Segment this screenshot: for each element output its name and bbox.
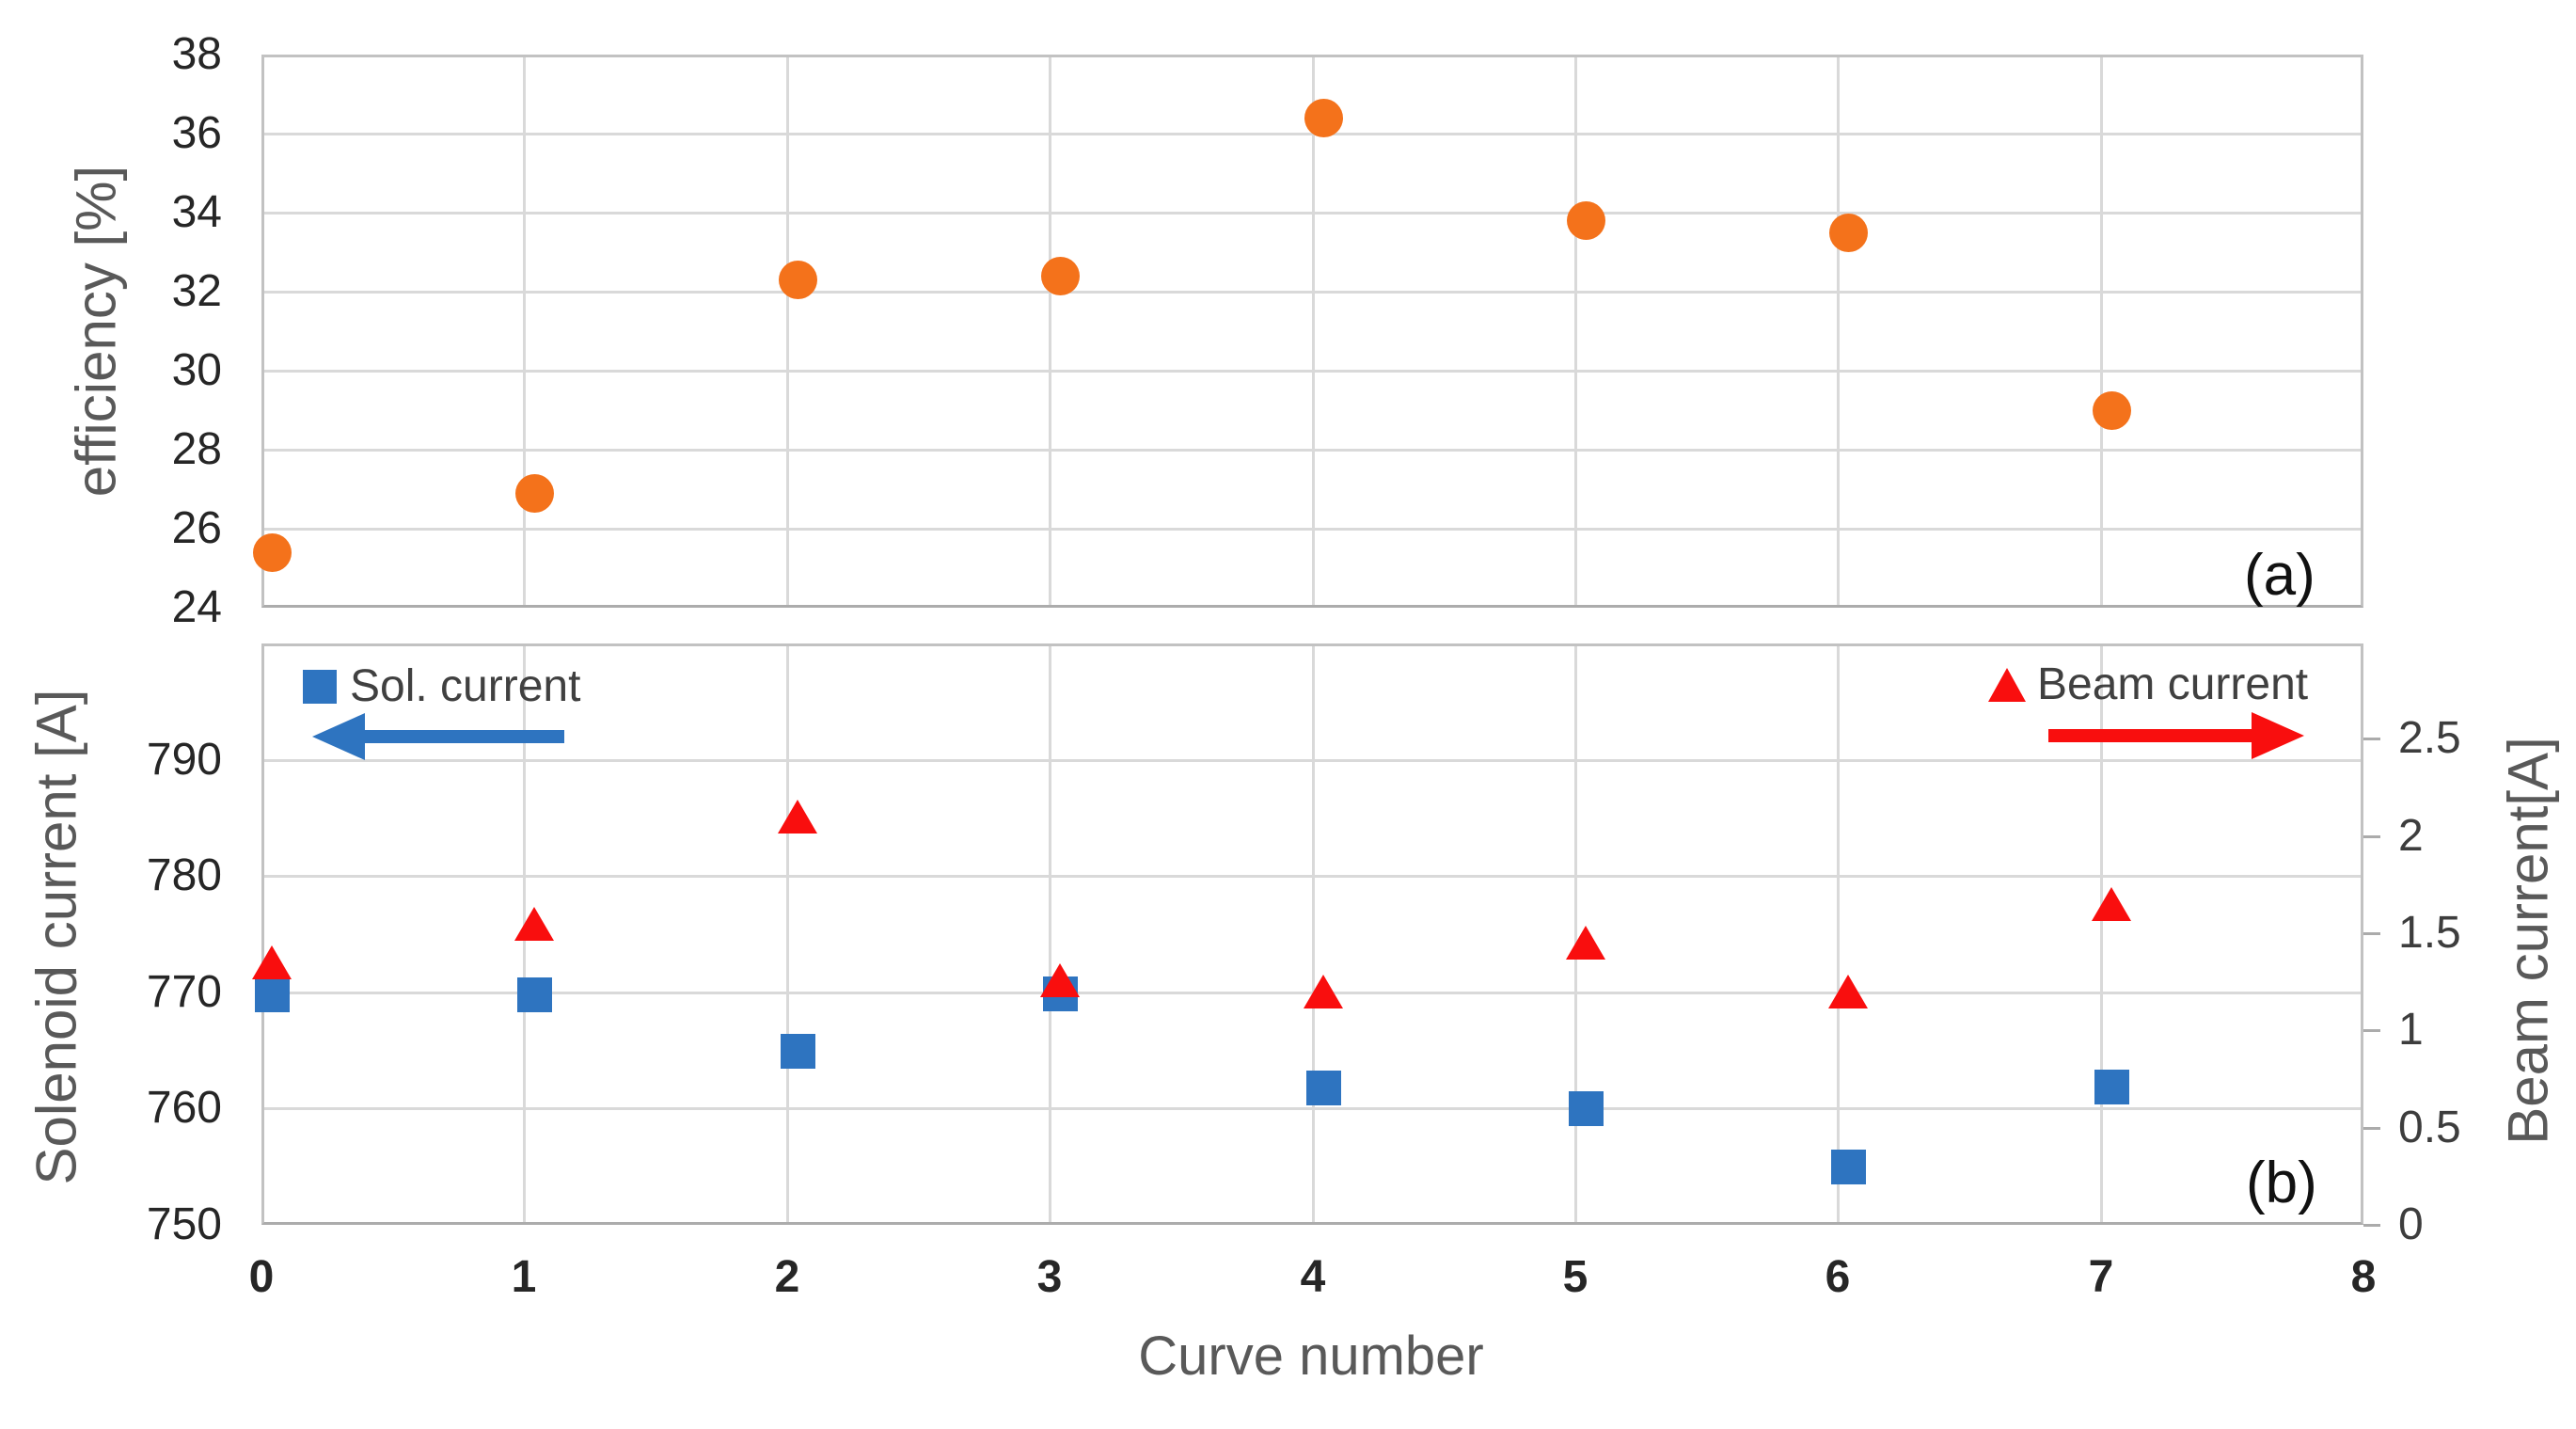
right-axis-tick (2363, 1029, 2380, 1032)
data-point-efficiency (253, 533, 292, 573)
y-tick-label-beam: 1 (2398, 1005, 2424, 1055)
gridline-vertical (1837, 646, 1840, 1222)
data-point-beam-current (777, 799, 817, 834)
data-point-sol.-current (1568, 1091, 1604, 1127)
right-axis-tick (2363, 1224, 2380, 1227)
y-tick-label-panel-a: 38 (171, 29, 222, 79)
y-tick-label-beam: 2 (2398, 811, 2424, 861)
gridline-horizontal (264, 291, 2361, 294)
y-tick-label-solenoid: 770 (146, 967, 222, 1017)
gridline-horizontal (264, 449, 2361, 452)
panel-label-b: (b) (2246, 1151, 2317, 1215)
gridline-vertical (1049, 57, 1051, 605)
data-point-efficiency (1829, 214, 1869, 252)
x-tick-label: 1 (511, 1252, 537, 1302)
left-arrow-icon (312, 713, 566, 760)
gridline-horizontal (264, 1107, 2361, 1110)
data-point-efficiency (1566, 201, 1605, 241)
y-tick-label-beam: 0 (2398, 1199, 2424, 1249)
data-point-beam-current (252, 945, 292, 979)
gridline-vertical (2100, 57, 2103, 605)
gridline-vertical (523, 57, 526, 605)
y-axis-title-solenoid-current: Solenoid current [A] (24, 689, 88, 1185)
data-point-efficiency (778, 261, 817, 300)
data-point-efficiency (1041, 257, 1081, 296)
square-marker-icon (303, 670, 337, 704)
data-point-beam-current (1040, 962, 1081, 997)
x-tick-label: 5 (1562, 1252, 1588, 1302)
x-tick-label: 0 (248, 1252, 275, 1302)
legend-sol-current: Sol. current (303, 664, 580, 709)
legend-label-beam-current: Beam current (2037, 659, 2309, 709)
data-point-beam-current (1303, 974, 1343, 1008)
y-tick-label-solenoid: 750 (146, 1199, 222, 1249)
y-axis-title-beam-current: Beam current[A] (2496, 737, 2560, 1145)
gridline-vertical (1312, 646, 1315, 1222)
gridline-vertical (1312, 57, 1315, 605)
y-tick-label-solenoid: 760 (146, 1083, 222, 1133)
x-tick-label: 2 (774, 1252, 800, 1302)
gridline-horizontal (264, 759, 2361, 762)
right-arrow-icon (2048, 712, 2304, 759)
gridline-horizontal (264, 528, 2361, 531)
right-axis-tick (2363, 738, 2380, 740)
data-point-efficiency (2092, 391, 2131, 430)
data-point-sol.-current (780, 1033, 815, 1069)
gridline-horizontal (264, 212, 2361, 214)
y-tick-label-panel-a: 30 (171, 345, 222, 395)
right-axis-tick (2363, 1127, 2380, 1130)
right-axis-tick (2363, 835, 2380, 838)
y-tick-label-beam: 1.5 (2398, 908, 2461, 958)
data-point-sol.-current (255, 977, 290, 1013)
x-tick-label: 8 (2350, 1252, 2377, 1302)
y-tick-label-panel-a: 34 (171, 187, 222, 237)
data-point-sol.-current (517, 977, 553, 1013)
gridline-horizontal (264, 370, 2361, 373)
data-point-beam-current (2091, 886, 2131, 921)
data-point-efficiency (515, 474, 555, 514)
x-tick-label: 7 (2088, 1252, 2114, 1302)
triangle-marker-icon (1988, 668, 2026, 702)
gridline-vertical (1837, 57, 1840, 605)
data-point-efficiency (1304, 99, 1343, 138)
gridline-vertical (2100, 646, 2103, 1222)
x-tick-label: 6 (1825, 1252, 1851, 1302)
gridline-vertical (1049, 646, 1051, 1222)
data-point-beam-current (1828, 974, 1869, 1008)
y-tick-label-panel-a: 36 (171, 108, 222, 158)
y-tick-label-panel-a: 26 (171, 503, 222, 553)
x-tick-label: 3 (1036, 1252, 1063, 1302)
y-tick-label-solenoid: 790 (146, 735, 222, 785)
data-point-sol.-current (2094, 1069, 2129, 1104)
y-tick-label-panel-a: 32 (171, 266, 222, 316)
y-tick-label-solenoid: 780 (146, 850, 222, 900)
y-tick-label-beam: 2.5 (2398, 713, 2461, 763)
data-point-beam-current (514, 906, 555, 941)
gridline-horizontal (264, 875, 2361, 878)
legend-label-sol-current: Sol. current (350, 661, 581, 711)
y-tick-label-panel-a: 24 (171, 582, 222, 632)
gridline-vertical (786, 57, 789, 605)
x-tick-label: 4 (1300, 1252, 1326, 1302)
y-tick-label-panel-a: 28 (171, 424, 222, 474)
data-point-sol.-current (1831, 1150, 1867, 1185)
data-point-beam-current (1565, 926, 1605, 961)
x-axis-title: Curve number (1138, 1326, 1484, 1387)
panel-label-a: (a) (2244, 543, 2315, 608)
gridline-vertical (1574, 57, 1577, 605)
y-tick-label-beam: 0.5 (2398, 1103, 2461, 1152)
plot-area-panel-b (261, 643, 2363, 1225)
right-axis-tick (2363, 932, 2380, 935)
gridline-vertical (786, 646, 789, 1222)
plot-area-panel-a (261, 55, 2363, 608)
legend-beam-current: Beam current (1988, 662, 2308, 707)
y-axis-title-efficiency: efficiency [%] (64, 165, 128, 498)
data-point-sol.-current (1305, 1071, 1341, 1106)
